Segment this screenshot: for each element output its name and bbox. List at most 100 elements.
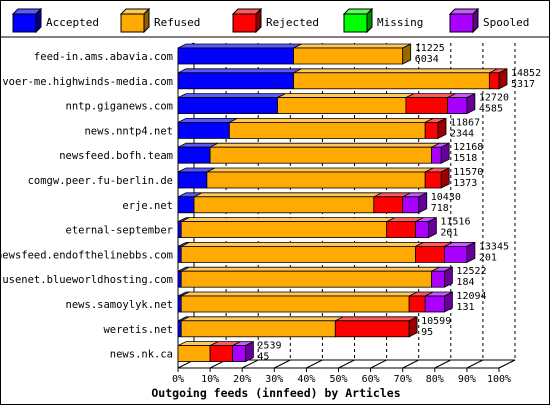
bar-end-cap (444, 291, 453, 313)
bar-end-cap (245, 340, 254, 363)
bar-total-label: 11570 (453, 167, 483, 178)
bar-segment-refused (209, 146, 432, 164)
bar-end-cap (466, 241, 476, 264)
x-tick-label: 30% (265, 374, 283, 385)
bar-accepted-label: 6034 (415, 54, 439, 65)
bar-end-cap (440, 142, 450, 164)
x-tick-label: 10% (201, 374, 219, 385)
category-label: eternal-september (66, 225, 173, 237)
category-label: weretis.net (103, 324, 173, 336)
bar-segment-accepted (177, 295, 182, 313)
bar-segment-top (181, 241, 424, 247)
bar-segment-spooled (431, 146, 442, 164)
bar-segment-rejected (373, 196, 404, 214)
bar-accepted-label: 4585 (479, 104, 503, 115)
bar-segment-top (209, 142, 440, 148)
category-label: erje.net (122, 200, 173, 212)
bar-segment-rejected (408, 295, 426, 313)
bar-end-cap (408, 316, 418, 338)
bar-segment-rejected (424, 122, 439, 139)
bar-total-label: 14852 (511, 68, 541, 79)
bar-segment-top (335, 316, 418, 322)
bar-accepted-label: 2344 (450, 128, 474, 139)
x-tick-connector (466, 359, 484, 369)
category-label: usenet.blueworldhosting.com (2, 274, 173, 286)
legend-label: Refused (154, 16, 200, 29)
bar-accepted-label: 261 (440, 228, 458, 239)
x-tick-connector (434, 359, 452, 369)
bar-total-label: 10430 (431, 192, 461, 203)
bar-segment-accepted (177, 72, 294, 90)
bar-segment-refused (193, 196, 375, 214)
bar-segment-rejected (209, 345, 233, 363)
x-tick-label: 40% (297, 374, 315, 385)
bar-segment-refused (177, 345, 211, 363)
bar-segment-top (293, 68, 498, 74)
bar-end-cap (427, 216, 437, 239)
category-label: voer-me.highwinds-media.com (2, 76, 173, 88)
bar-accepted-label: 5317 (511, 79, 535, 90)
bar-total-label: 12168 (453, 142, 483, 153)
bar-segment-top (177, 68, 302, 74)
category-label: feed-in.ams.abavia.com (34, 51, 173, 63)
x-tick-label: 80% (426, 374, 444, 385)
bar-segment-refused (293, 72, 490, 90)
category-label: news.nk.ca (110, 349, 173, 361)
bar-accepted-label: 184 (456, 277, 474, 288)
bar-segment-accepted (177, 245, 182, 263)
x-tick-connector (338, 359, 355, 369)
x-tick-label: 100% (487, 374, 511, 385)
bar-total-label: 10599 (421, 316, 451, 327)
bar-segment-rejected (334, 320, 410, 338)
bar-segment-top (181, 291, 418, 297)
bar-total-label: 12522 (456, 266, 486, 277)
bar-segment-rejected (386, 221, 416, 239)
legend-label: Spooled (483, 16, 529, 29)
x-tick-connector (241, 359, 259, 369)
bar-accepted-label: 718 (431, 203, 449, 214)
legend-swatch (12, 13, 37, 33)
bar-segment-refused (228, 122, 426, 139)
bar-segment-refused (180, 270, 432, 288)
legend-swatch (232, 13, 257, 33)
legend-label: Accepted (46, 16, 99, 29)
bar-end-cap (440, 167, 450, 189)
bar-segment-spooled (444, 245, 468, 263)
category-label: newsfeed.bofh.team (59, 150, 173, 162)
category-label: comgw.peer.fu-berlin.de (28, 175, 173, 187)
bar-segment-top (181, 316, 344, 322)
bar-accepted-label: 201 (479, 252, 497, 263)
bar-segment-spooled (232, 345, 246, 363)
bar-end-cap (466, 92, 476, 115)
bar-accepted-label: 45 (257, 352, 269, 363)
bar-accepted-label: 131 (456, 302, 474, 313)
chart-title: Outgoing feeds (innfeed) by Articles (151, 386, 400, 400)
category-label: news.samoylyk.net (66, 299, 173, 311)
bar-end-cap (418, 192, 428, 214)
legend-label: Missing (377, 16, 423, 29)
bar-segment-refused (180, 295, 410, 313)
category-label: news.nntp4.net (84, 125, 173, 137)
x-tick-label: 20% (233, 374, 251, 385)
bar-segment-refused (180, 320, 336, 338)
bar-segment-accepted (177, 221, 182, 239)
bar-segment-refused (293, 47, 404, 65)
legend-label: Rejected (266, 16, 319, 29)
bar-segment-accepted (177, 122, 230, 139)
bar-segment-spooled (447, 97, 468, 114)
bar-segment-top (206, 167, 434, 173)
bar-segment-rejected (415, 245, 445, 263)
bar-segment-accepted (177, 196, 195, 214)
bar-segment-top (177, 43, 302, 49)
bar-segment-top (177, 93, 286, 98)
x-tick-label: 70% (394, 374, 412, 385)
bar-end-cap (498, 68, 508, 90)
bar-segment-top (229, 118, 434, 123)
bar-accepted-label: 95 (421, 327, 433, 338)
legend-swatch (343, 13, 368, 33)
bar-end-cap (444, 266, 453, 288)
bar-segment-top (177, 118, 238, 123)
x-tick-connector (498, 359, 516, 369)
bar-segment-spooled (402, 196, 420, 214)
bar-segment-refused (180, 245, 416, 263)
